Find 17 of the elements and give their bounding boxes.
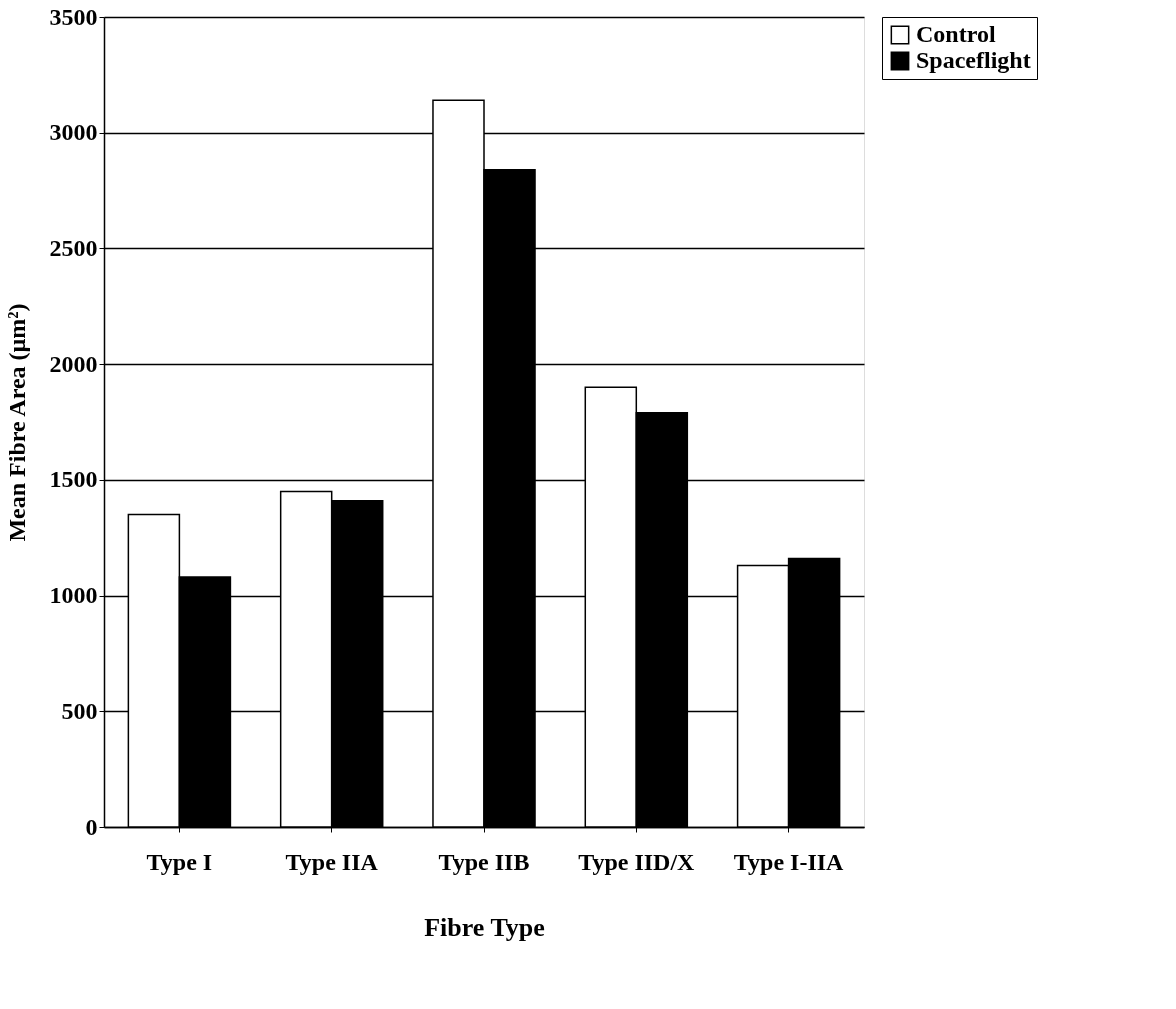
legend-label: Spaceflight (916, 47, 1031, 73)
y-tick-label: 2500 (49, 234, 98, 261)
y-tick-label: 1500 (49, 466, 98, 493)
y-tick-label: 3500 (49, 3, 98, 30)
x-tick-label: Type IID/X (578, 848, 696, 875)
x-tick-label: Type I-IIA (733, 848, 845, 875)
x-axis-title: Fibre Type (424, 912, 545, 942)
y-tick-label: 0 (85, 813, 98, 840)
y-tick-label: 500 (61, 697, 98, 724)
legend-label: Control (916, 21, 996, 47)
x-tick-label: Type IIA (285, 848, 379, 875)
y-tick-label: 1000 (49, 582, 98, 609)
y-tick-label: 2000 (49, 350, 98, 377)
x-tick-label: Type I (146, 848, 213, 875)
y-axis-title: Mean Fibre Area (µm²) (3, 303, 30, 542)
x-tick-label: Type IIB (438, 848, 530, 875)
y-tick-label: 3000 (49, 119, 98, 146)
